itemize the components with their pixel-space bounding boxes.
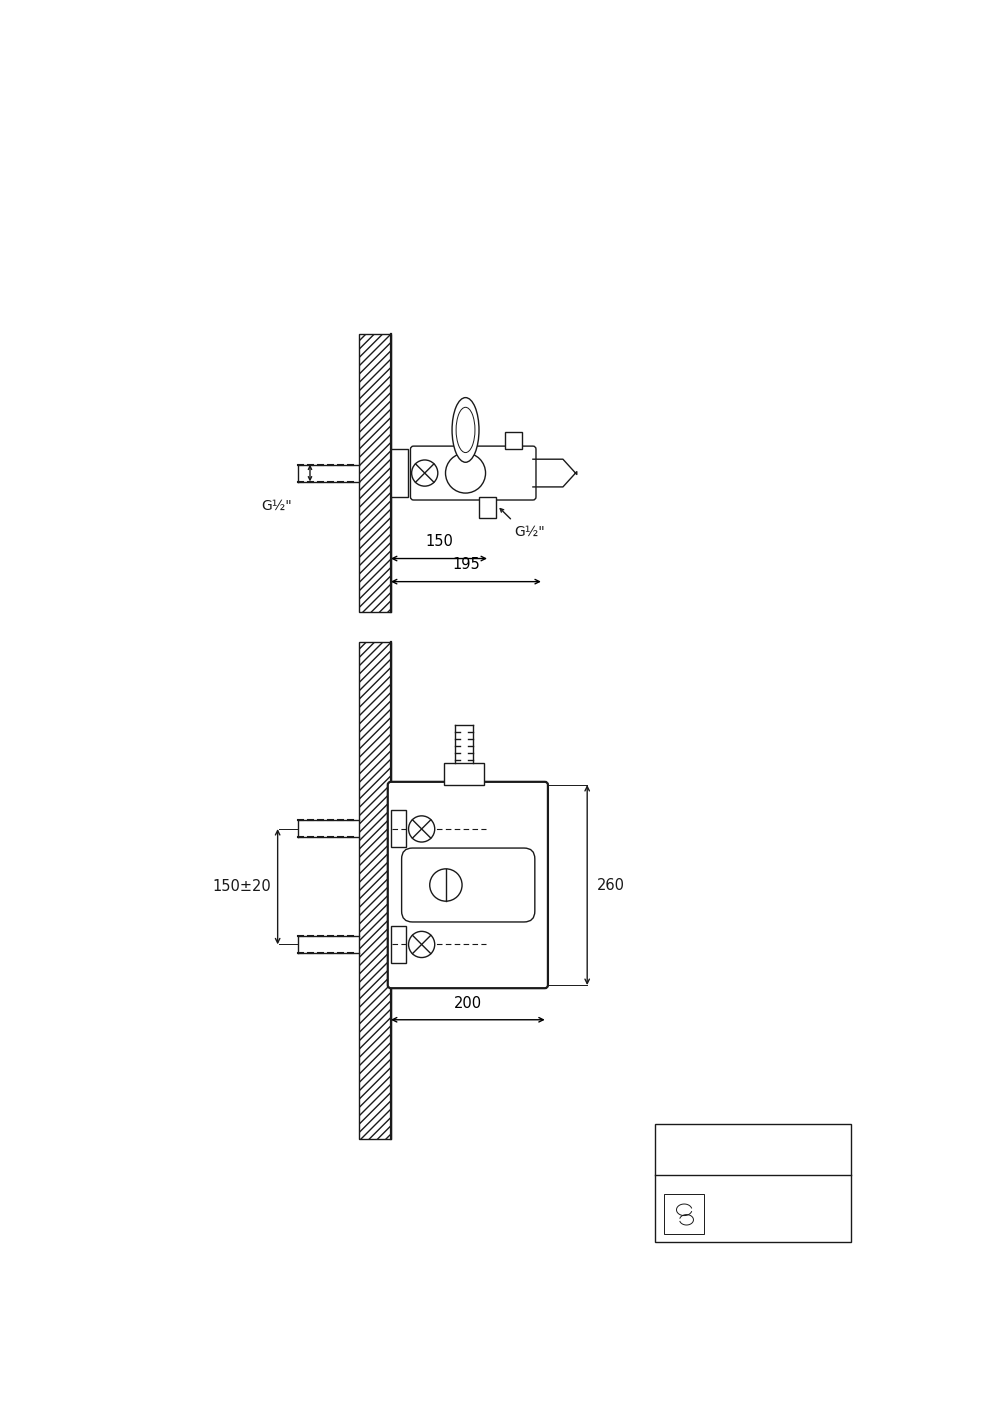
Bar <box>391 926 406 963</box>
Bar <box>359 335 391 612</box>
Bar <box>479 496 496 519</box>
Circle shape <box>409 932 435 957</box>
Text: 170 1110: 170 1110 <box>715 1143 791 1157</box>
Text: G½": G½" <box>514 525 545 539</box>
Bar <box>444 764 484 785</box>
Text: G½": G½" <box>262 498 292 512</box>
Bar <box>359 642 391 1140</box>
Text: 150±20: 150±20 <box>213 880 271 894</box>
FancyBboxPatch shape <box>402 848 535 922</box>
Bar <box>664 1193 704 1234</box>
Ellipse shape <box>456 407 475 452</box>
Bar <box>391 450 408 496</box>
Circle shape <box>446 452 486 493</box>
Bar <box>359 642 391 1140</box>
Bar <box>359 335 391 612</box>
Circle shape <box>430 868 462 901</box>
Bar <box>655 1124 851 1241</box>
Text: 68: 68 <box>492 847 511 863</box>
FancyBboxPatch shape <box>410 445 536 501</box>
Ellipse shape <box>452 397 479 462</box>
FancyBboxPatch shape <box>388 782 548 988</box>
Text: 195: 195 <box>452 557 480 573</box>
Text: 260: 260 <box>596 878 624 892</box>
Circle shape <box>409 816 435 843</box>
Text: STEINBERG: STEINBERG <box>741 1202 812 1215</box>
Circle shape <box>412 460 438 486</box>
Bar <box>505 433 522 450</box>
Text: 150: 150 <box>425 534 453 549</box>
Text: 200: 200 <box>454 995 482 1011</box>
Bar <box>391 810 406 847</box>
